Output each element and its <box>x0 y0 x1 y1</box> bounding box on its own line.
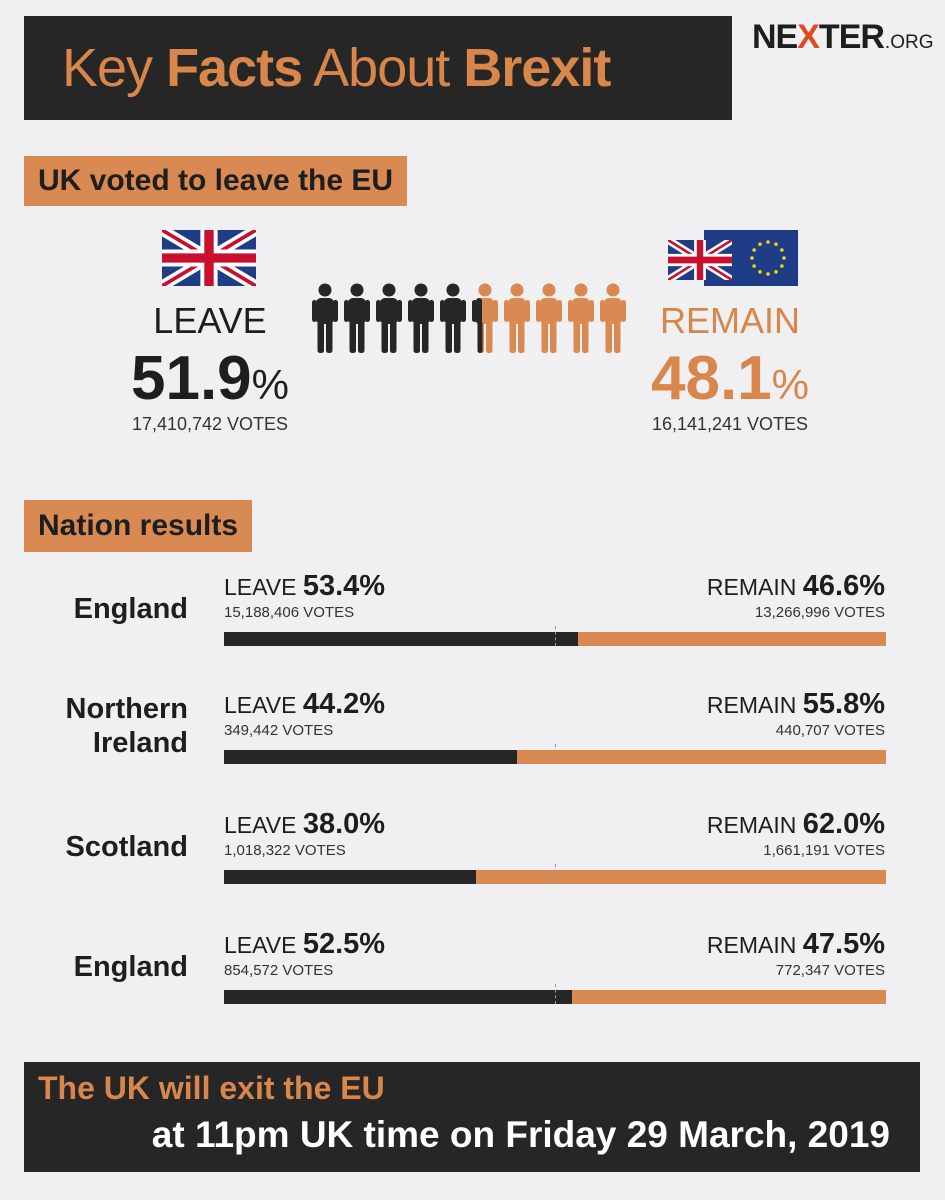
eu-star-icon <box>750 256 754 260</box>
section-title-nations: Nation results <box>24 500 253 552</box>
leave-votes: 349,442 VOTES <box>224 722 334 739</box>
person-silhouette-icon <box>504 283 530 353</box>
leave-label: LEAVE <box>224 932 303 958</box>
remain-label: REMAIN <box>706 812 803 838</box>
leave-percent: 52.5% <box>302 928 386 960</box>
remain-percent: 62.0% <box>802 808 885 840</box>
leave-bar-fill <box>224 632 578 646</box>
person-silhouette-icon <box>312 283 338 353</box>
leave-votes: 15,188,406 VOTES <box>224 604 355 621</box>
person-silhouette-icon <box>440 283 466 353</box>
midpoint-line <box>555 864 556 884</box>
nation-name: Scotland <box>65 831 188 863</box>
midpoint-line <box>555 984 556 1004</box>
leave-percent: 38.0% <box>302 808 386 840</box>
title-banner: Key Facts About Brexit <box>24 16 732 120</box>
remain-votes: 440,707 VOTES <box>775 722 885 739</box>
footer-line1: The UK will exit the EU <box>38 1070 385 1106</box>
page-title: Key Facts About Brexit <box>62 38 611 98</box>
leave-summary: LEAVE 51.9% 17,410,742 VOTES <box>110 300 310 435</box>
nation-leave: LEAVE 44.2% 349,442 VOTES <box>224 688 385 739</box>
nation-remain: REMAIN 62.0% 1,661,191 VOTES <box>707 808 885 859</box>
person-silhouette-icon <box>568 283 594 353</box>
union-jack-flag-icon <box>162 230 256 286</box>
nexter-logo: NEXTER .ORG <box>752 18 934 56</box>
remain-label: REMAIN <box>706 932 803 958</box>
person-silhouette-icon <box>600 283 626 353</box>
nation-leave: LEAVE 38.0% 1,018,322 VOTES <box>224 808 385 859</box>
leave-label: LEAVE <box>224 812 303 838</box>
leave-votes: 17,410,742 VOTES <box>131 414 289 434</box>
leave-percent: 44.2% <box>302 688 386 720</box>
result-bar <box>224 984 886 1004</box>
leave-label: LEAVE <box>224 692 303 718</box>
person-silhouette-icon <box>344 283 370 353</box>
result-bar <box>224 864 886 884</box>
nation-leave: LEAVE 52.5% 854,572 VOTES <box>224 928 385 979</box>
remain-summary: REMAIN 48.1% 16,141,241 VOTES <box>630 300 830 435</box>
midpoint-line <box>555 744 556 764</box>
leave-bar-fill <box>224 990 572 1004</box>
leave-percent: 53.4% <box>302 570 386 602</box>
remain-votes: 1,661,191 VOTES <box>763 842 885 859</box>
remain-votes: 16,141,241 VOTES <box>651 414 809 434</box>
leave-bar-fill <box>224 870 476 884</box>
remain-label: REMAIN <box>659 300 800 341</box>
nation-name: Northern Ireland <box>65 693 188 759</box>
remain-label: REMAIN <box>706 692 803 718</box>
person-silhouette-icon <box>376 283 402 353</box>
midpoint-line <box>555 626 556 646</box>
nation-remain: REMAIN 46.6% 13,266,996 VOTES <box>707 570 885 621</box>
remain-percent: 46.6% <box>802 570 885 602</box>
eu-star-icon <box>780 248 784 252</box>
leave-bar-fill <box>224 750 517 764</box>
footer-banner: The UK will exit the EU at 11pm UK time … <box>24 1062 920 1172</box>
eu-star-icon <box>752 248 756 252</box>
eu-star-icon <box>782 256 786 260</box>
eu-star-icon <box>752 264 756 268</box>
remain-percent: 48.1% <box>650 344 810 413</box>
nation-name: England <box>73 951 188 983</box>
eu-star-icon <box>780 264 784 268</box>
remain-label: REMAIN <box>706 574 803 600</box>
leave-votes: 854,572 VOTES <box>224 962 334 979</box>
people-icon-row <box>312 283 626 353</box>
leave-label: LEAVE <box>153 300 267 341</box>
leave-votes: 1,018,322 VOTES <box>224 842 346 859</box>
remain-percent: 55.8% <box>802 688 885 720</box>
result-bar <box>224 744 886 764</box>
nation-remain: REMAIN 55.8% 440,707 VOTES <box>707 688 885 739</box>
eu-flag-icon <box>668 230 798 286</box>
remain-votes: 13,266,996 VOTES <box>754 604 885 621</box>
remain-percent: 47.5% <box>802 928 885 960</box>
remain-votes: 772,347 VOTES <box>775 962 885 979</box>
person-silhouette-icon <box>536 283 562 353</box>
nation-remain: REMAIN 47.5% 772,347 VOTES <box>707 928 885 979</box>
leave-label: LEAVE <box>224 574 303 600</box>
result-bar <box>224 626 886 646</box>
nation-name: England <box>73 593 188 625</box>
eu-star-icon <box>758 242 762 246</box>
person-silhouette-icon <box>472 298 483 353</box>
eu-star-icon <box>758 270 762 274</box>
eu-star-icon <box>774 242 778 246</box>
section-title-overall: UK voted to leave the EU <box>24 156 408 206</box>
nation-leave: LEAVE 53.4% 15,188,406 VOTES <box>224 570 385 621</box>
leave-percent: 51.9% <box>130 344 290 413</box>
eu-star-icon <box>774 270 778 274</box>
eu-star-icon <box>766 240 770 244</box>
person-silhouette-icon <box>408 283 434 353</box>
footer-line2: at 11pm UK time on Friday 29 March, 2019 <box>151 1114 890 1155</box>
eu-star-icon <box>766 272 770 276</box>
